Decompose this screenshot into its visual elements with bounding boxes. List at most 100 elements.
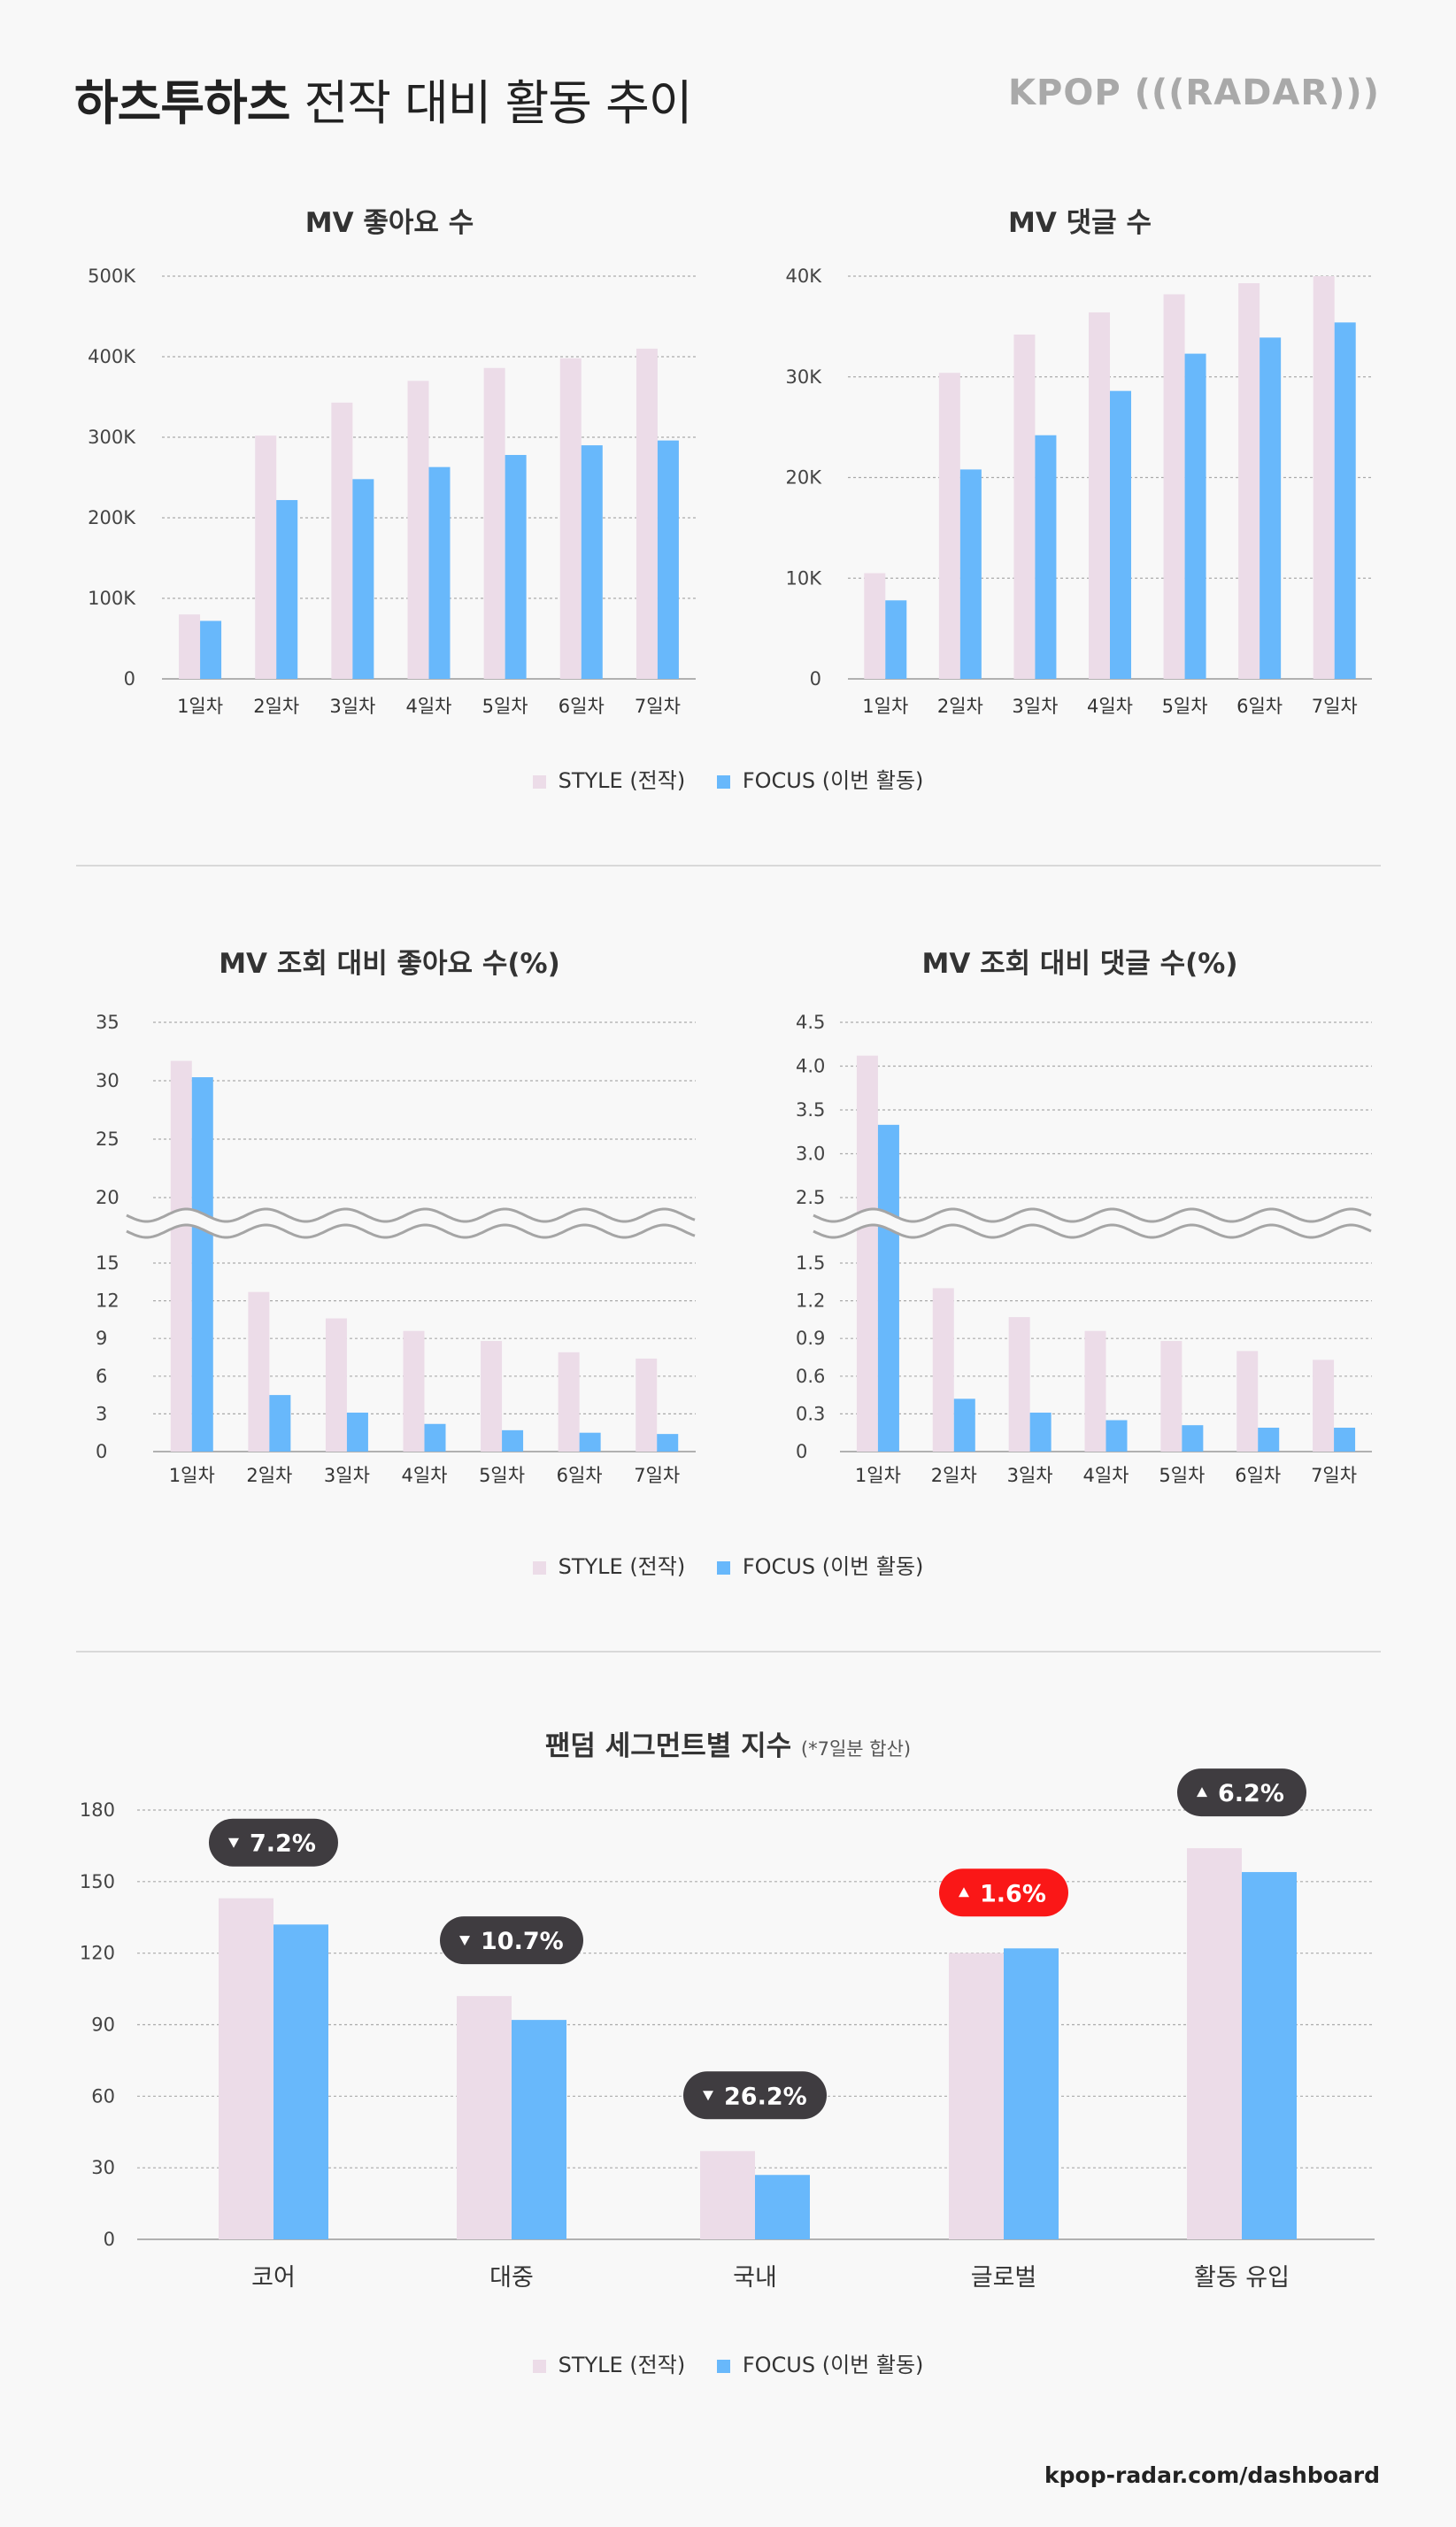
x-tick-label: 7일차 xyxy=(1312,696,1358,717)
y-tick-label: 400K xyxy=(88,346,136,367)
bar-focus xyxy=(346,1412,368,1452)
bar-style xyxy=(1160,1341,1183,1452)
x-tick-label: 국내 xyxy=(733,2264,777,2292)
y-tick-label: 0 xyxy=(104,2229,115,2250)
x-tick-label: 7일차 xyxy=(1311,1465,1357,1486)
y-tick-label: 200K xyxy=(88,507,136,528)
segments-chart: 0 30 60 90 120 150 180 코어 7.2% 대중 10.7% 국내 26.2% 글로벌 1… xyxy=(80,1768,1375,2292)
bar-focus xyxy=(959,469,982,679)
footer-url[interactable]: kpop-radar.com/dashboard xyxy=(1044,2462,1380,2488)
bar-focus xyxy=(885,600,907,679)
bar-style xyxy=(1089,312,1110,679)
change-down-badge xyxy=(209,1818,338,1867)
y-tick-label: 500K xyxy=(88,266,136,287)
bar-focus xyxy=(953,1398,975,1452)
bar-focus xyxy=(1334,1428,1356,1452)
bar-focus xyxy=(581,445,603,679)
likes-ratio-chart: 0 3 6 9 12 15 20 25 30 35 1일차 2일차 3일차 4일차 5일차 6일차 7일차 xyxy=(96,1012,696,1486)
bar-focus xyxy=(1258,1428,1280,1452)
bar-style xyxy=(864,573,886,679)
y-tick-label: 30 xyxy=(91,2157,115,2178)
triangle-down-icon xyxy=(703,2091,713,2101)
bar-focus xyxy=(1184,353,1206,679)
y-tick-label: 6 xyxy=(96,1366,107,1387)
legend-item-style: STYLE (전작) xyxy=(532,1549,686,1580)
bar-style xyxy=(170,1060,192,1452)
triangle-up-icon xyxy=(1197,1787,1207,1798)
focus-swatch xyxy=(716,1561,730,1575)
y-tick-label: 90 xyxy=(91,2015,115,2036)
x-tick-label: 7일차 xyxy=(634,1465,680,1486)
x-tick-label: 2일차 xyxy=(246,1465,292,1486)
legend-focus-label: FOCUS (이번 활동) xyxy=(742,1554,924,1579)
y-tick-label: 0 xyxy=(124,668,135,690)
bar-style xyxy=(938,373,960,679)
y-tick-label: 15 xyxy=(96,1252,119,1274)
bar-style xyxy=(457,1996,512,2239)
x-tick-label: 3일차 xyxy=(329,696,375,717)
x-tick-label: 6일차 xyxy=(559,696,605,717)
style-swatch xyxy=(532,2360,546,2373)
bar-style xyxy=(1163,294,1185,679)
bar-style xyxy=(1313,1360,1335,1452)
y-tick-label: 12 xyxy=(96,1290,119,1312)
x-tick-label: 2일차 xyxy=(253,696,299,717)
bar-style xyxy=(1187,1848,1242,2239)
triangle-down-icon xyxy=(228,1837,239,1848)
comments-chart-title: MV 댓글 수 xyxy=(1008,207,1152,239)
x-tick-label: 활동 유입 xyxy=(1194,2264,1290,2292)
change-up-badge xyxy=(939,1868,1068,1917)
x-tick-label: 2일차 xyxy=(937,696,983,717)
x-tick-label: 코어 xyxy=(251,2264,296,2292)
change-down-badge xyxy=(683,2071,827,2120)
x-tick-label: 1일차 xyxy=(862,696,908,717)
legend-item-style: STYLE (전작) xyxy=(532,763,686,794)
x-tick-label: 2일차 xyxy=(931,1465,977,1486)
bar-style xyxy=(403,1330,425,1452)
bar-style xyxy=(932,1288,954,1452)
bar-style xyxy=(1013,334,1036,679)
y-tick-label: 0.6 xyxy=(796,1366,825,1387)
y-tick-label: 1.5 xyxy=(796,1252,825,1274)
change-percent-label: 26.2% xyxy=(724,2083,807,2110)
bar-style xyxy=(636,1358,658,1452)
y-tick-label: 0 xyxy=(810,668,821,690)
page-title: 하츠투하츠 전작 대비 활동 추이 xyxy=(74,64,693,134)
bar-style xyxy=(1313,276,1335,679)
triangle-up-icon xyxy=(959,1887,969,1898)
y-tick-label: 300K xyxy=(88,427,136,448)
bar-focus xyxy=(424,1423,446,1452)
bar-style xyxy=(179,614,201,679)
bar-focus xyxy=(512,2020,566,2239)
bar-style xyxy=(949,1953,1004,2239)
bar-focus xyxy=(1334,322,1356,679)
bar-style xyxy=(248,1291,270,1452)
bar-style xyxy=(1008,1317,1030,1452)
legend-style-label: STYLE (전작) xyxy=(558,768,686,793)
bar-focus xyxy=(1035,435,1057,679)
y-tick-label: 4.5 xyxy=(796,1012,825,1033)
y-tick-label: 2.5 xyxy=(796,1187,825,1208)
bar-focus xyxy=(1110,390,1131,679)
legend-style-label: STYLE (전작) xyxy=(558,1554,686,1579)
x-tick-label: 4일차 xyxy=(1087,696,1133,717)
y-tick-label: 0.9 xyxy=(796,1328,825,1349)
comments-chart: 0 10K 20K 30K 40K 1일차 2일차 3일차 4일차 5일차 6일차 7일차 xyxy=(786,266,1372,717)
bar-focus xyxy=(352,479,374,679)
kpop-radar-logo: KPOP (((RADAR))) xyxy=(1008,73,1380,113)
focus-swatch xyxy=(716,775,730,789)
bar-focus xyxy=(191,1077,213,1452)
bar-focus xyxy=(1242,1872,1297,2239)
x-tick-label: 1일차 xyxy=(177,696,223,717)
y-tick-label: 20K xyxy=(786,467,823,489)
x-tick-label: 3일차 xyxy=(1012,696,1058,717)
y-tick-label: 20 xyxy=(96,1187,119,1208)
y-tick-label: 25 xyxy=(96,1129,119,1150)
change-down-badge xyxy=(440,1916,583,1965)
likes-chart: 0 100K 200K 300K 400K 500K 1일차 2일차 3일차 4일차 5일차 6일차 7… xyxy=(88,266,696,717)
bar-style xyxy=(219,1898,273,2239)
x-tick-label: 7일차 xyxy=(635,696,681,717)
y-tick-label: 60 xyxy=(91,2085,115,2107)
segments-title-text: 팬덤 세그먼트별 지수 xyxy=(544,1730,792,1762)
x-tick-label: 5일차 xyxy=(1162,696,1208,717)
